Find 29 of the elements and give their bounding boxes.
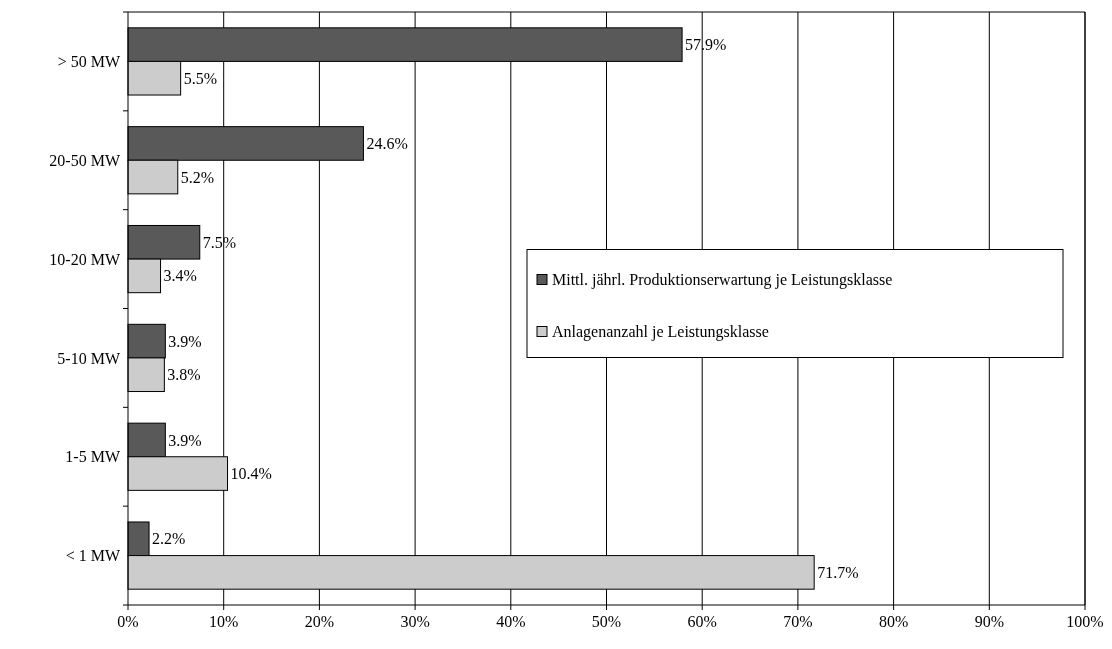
y-tick-label: > 50 MW (57, 53, 121, 71)
legend-label: Mittl. jährl. Produktionserwartung je Leistungsklasse (552, 271, 893, 290)
x-tick-label: 0% (117, 613, 139, 630)
x-tick-label: 40% (496, 613, 526, 630)
data-label: 3.9% (168, 332, 202, 350)
y-tick-label: < 1 MW (65, 547, 121, 565)
x-tick-label: 60% (687, 613, 717, 630)
data-label: 5.5% (183, 69, 217, 87)
x-tick-label: 90% (974, 613, 1004, 630)
x-tick-label: 70% (783, 613, 813, 630)
y-tick-label: 20-50 MW (49, 151, 121, 169)
data-label: 3.8% (167, 366, 201, 384)
data-label: 5.2% (180, 168, 215, 186)
data-label: 3.4% (163, 267, 197, 285)
x-tick-label: 20% (304, 613, 335, 630)
y-tick-label: 5-10 MW (57, 349, 121, 367)
legend-label: Anlagenanzahl je Leistungsklasse (552, 323, 769, 342)
x-tick-label: 80% (878, 613, 909, 630)
y-tick-label: 10-20 MW (49, 250, 121, 268)
data-label: 3.9% (168, 431, 202, 449)
data-label: 71.7% (817, 563, 859, 581)
x-tick-label: 50% (591, 613, 622, 630)
data-label: 2.2% (152, 530, 186, 548)
y-tick-label: 1-5 MW (65, 448, 121, 466)
data-label: 24.6% (366, 135, 408, 153)
x-tick-label: 30% (400, 613, 430, 630)
x-tick-label: 100% (1066, 613, 1104, 630)
x-tick-label: 10% (209, 613, 239, 630)
data-label: 10.4% (230, 465, 272, 483)
